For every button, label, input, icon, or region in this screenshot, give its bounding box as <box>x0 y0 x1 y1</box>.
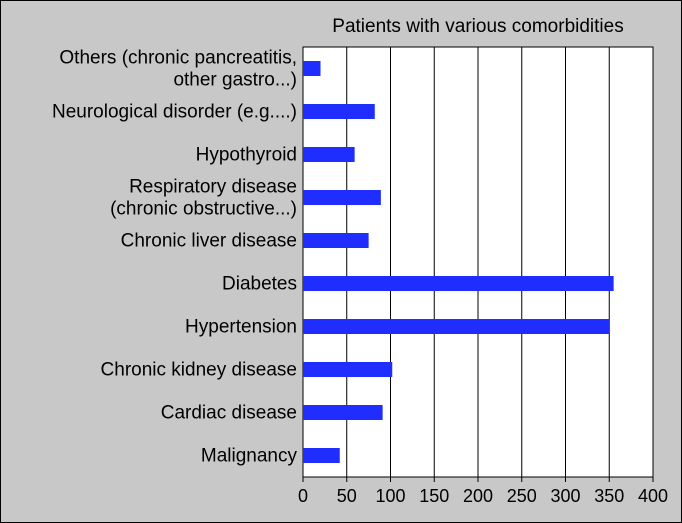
category-label: Neurological disorder (e.g....) <box>52 102 297 123</box>
bar <box>303 448 340 463</box>
x-tick-label: 0 <box>298 486 308 506</box>
bar <box>303 362 393 377</box>
category-label: Chronic kidney disease <box>101 360 297 381</box>
x-tick-label: 400 <box>638 486 668 506</box>
x-tick-label: 100 <box>375 486 405 506</box>
x-tick-label: 250 <box>507 486 537 506</box>
bars <box>303 61 614 463</box>
category-label: Chronic liver disease <box>121 231 297 252</box>
bar <box>303 233 369 248</box>
category-label: other gastro...) <box>173 70 297 91</box>
category-labels: Others (chronic pancreatitis,other gastr… <box>52 48 297 467</box>
category-label: Hypertension <box>185 317 297 338</box>
category-label: Others (chronic pancreatitis, <box>59 48 297 69</box>
x-tick-label: 350 <box>594 486 624 506</box>
category-label: Cardiac disease <box>161 403 297 424</box>
bar <box>303 190 381 205</box>
category-label: Respiratory disease <box>129 177 297 198</box>
bar <box>303 276 614 291</box>
x-tick-label: 50 <box>337 486 357 506</box>
bar <box>303 104 375 119</box>
bar <box>303 319 610 334</box>
x-axis-ticks: 0 50 100 150 200 250 300 350 400 <box>298 477 668 506</box>
bar <box>303 405 383 420</box>
category-label: Diabetes <box>222 274 297 295</box>
bar <box>303 147 355 162</box>
x-tick-label: 200 <box>463 486 493 506</box>
bar <box>303 61 321 76</box>
category-label: Hypothyroid <box>196 145 297 166</box>
chart-title: Patients with various comorbidities <box>332 16 623 37</box>
category-label: (chronic obstructive...) <box>110 199 297 220</box>
category-label: Malignancy <box>201 446 298 467</box>
x-tick-label: 150 <box>419 486 449 506</box>
x-tick-label: 300 <box>550 486 580 506</box>
